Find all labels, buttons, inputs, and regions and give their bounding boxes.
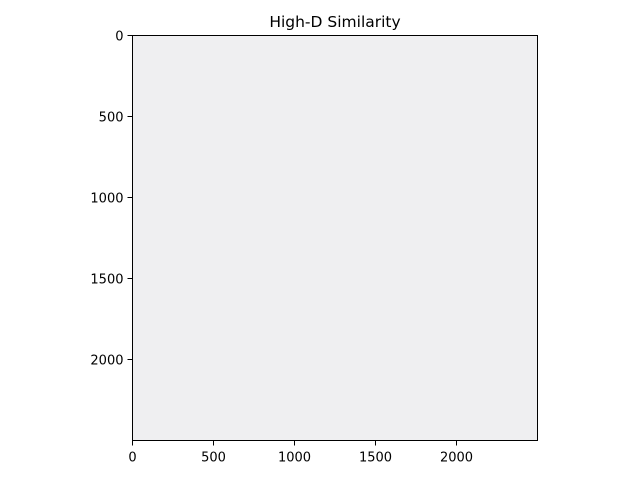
plot-frame <box>132 35 538 441</box>
y-tick-label: 500 <box>99 111 124 126</box>
y-tick-label: 1000 <box>90 192 123 207</box>
x-axis-ticks: 0 500 1000 1500 2000 <box>128 440 473 466</box>
y-tick-label: 1500 <box>90 273 123 288</box>
x-tick-label: 0 <box>128 451 136 466</box>
y-tick-label: 2000 <box>90 354 123 369</box>
y-tick-label: 0 <box>115 30 123 45</box>
x-tick-label: 1000 <box>278 451 311 466</box>
x-tick-label: 500 <box>201 451 226 466</box>
x-tick-label: 2000 <box>440 451 473 466</box>
chart-title: High-D Similarity <box>269 13 400 31</box>
heatmap-image <box>132 35 538 441</box>
x-tick-label: 1500 <box>359 451 392 466</box>
y-axis-ticks: 0 500 1000 1500 2000 <box>90 30 133 369</box>
